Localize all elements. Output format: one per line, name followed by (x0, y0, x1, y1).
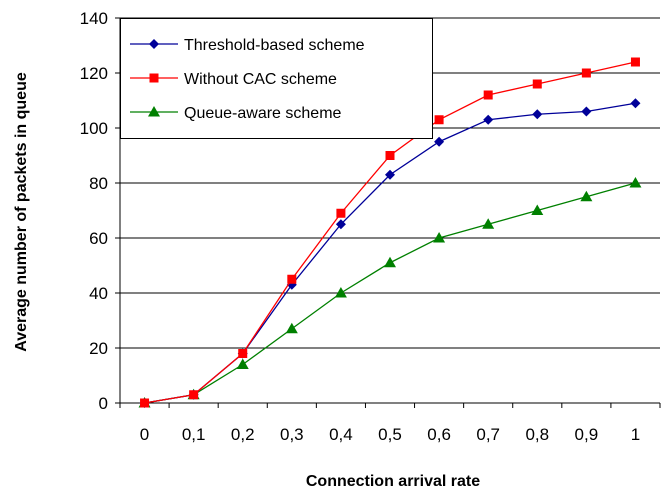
data-point (581, 106, 592, 117)
y-tick-label: 0 (99, 394, 108, 413)
data-point (384, 256, 396, 268)
data-point (334, 287, 347, 298)
data-point (532, 109, 543, 120)
data-point (630, 57, 640, 67)
x-tick-label: 0,5 (378, 425, 402, 444)
axes (115, 17, 661, 408)
series-line (144, 102, 636, 404)
y-axis-title: Average number of packets in queue (13, 72, 30, 352)
y-tick-label: 100 (80, 119, 108, 138)
x-tick-label: 0,8 (525, 425, 549, 444)
x-tick-label: 0,1 (182, 425, 206, 444)
data-point (532, 79, 542, 89)
data-point (140, 398, 150, 408)
data-point (385, 169, 395, 180)
legend-label: Without CAC scheme (184, 71, 337, 88)
data-point (189, 390, 199, 400)
legend-label: Queue-aware scheme (184, 105, 342, 122)
data-point (483, 114, 494, 125)
legend-item: Queue-aware scheme (130, 105, 342, 122)
series-square (140, 57, 640, 408)
data-point (629, 177, 642, 188)
x-tick-label: 0,6 (427, 425, 451, 444)
x-axis-title: Connection arrival rate (306, 473, 480, 490)
data-point (581, 68, 591, 78)
data-point (434, 136, 445, 147)
data-point (482, 218, 495, 229)
x-tick-label: 0,4 (329, 425, 353, 444)
series-diamond (139, 98, 641, 408)
legend: Threshold-based scheme Without CAC scheme… (120, 18, 433, 139)
data-point (336, 208, 346, 218)
y-tick-label: 40 (89, 284, 108, 303)
y-tick-label: 140 (80, 9, 108, 28)
series-triangle (138, 177, 642, 408)
legend-item: Threshold-based scheme (130, 37, 365, 54)
data-point (285, 322, 298, 334)
data-point (238, 349, 248, 358)
x-tick-label: 0,7 (476, 425, 500, 444)
x-tick-label: 0,9 (575, 425, 599, 444)
legend-marker (148, 106, 160, 117)
series-group (138, 57, 642, 408)
data-point (385, 151, 395, 160)
data-point (630, 98, 641, 109)
x-tick-label: 0 (140, 425, 149, 444)
y-tick-label: 80 (89, 174, 108, 193)
legend-label: Threshold-based scheme (184, 37, 365, 54)
x-tick-label: 1 (631, 425, 640, 444)
data-point (433, 232, 446, 243)
legend-marker (149, 39, 159, 49)
legend-item: Without CAC scheme (130, 71, 337, 88)
y-tick-label: 120 (80, 64, 108, 83)
y-tick-label: 60 (89, 229, 108, 248)
data-point (434, 115, 444, 125)
data-point (287, 274, 297, 284)
legend-marker (149, 73, 159, 83)
x-tick-label: 0,3 (280, 425, 304, 444)
data-point (531, 204, 544, 215)
data-point (580, 190, 593, 202)
tick-labels: 0 20 40 60 80 100 120 140 0 0,1 0,2 0,3 0,4 0,5 0,6 0,7… (80, 9, 641, 444)
y-tick-label: 20 (89, 339, 108, 358)
data-point (483, 90, 493, 100)
data-point (236, 358, 249, 369)
x-tick-label: 0,2 (231, 425, 255, 444)
data-point (335, 219, 346, 230)
